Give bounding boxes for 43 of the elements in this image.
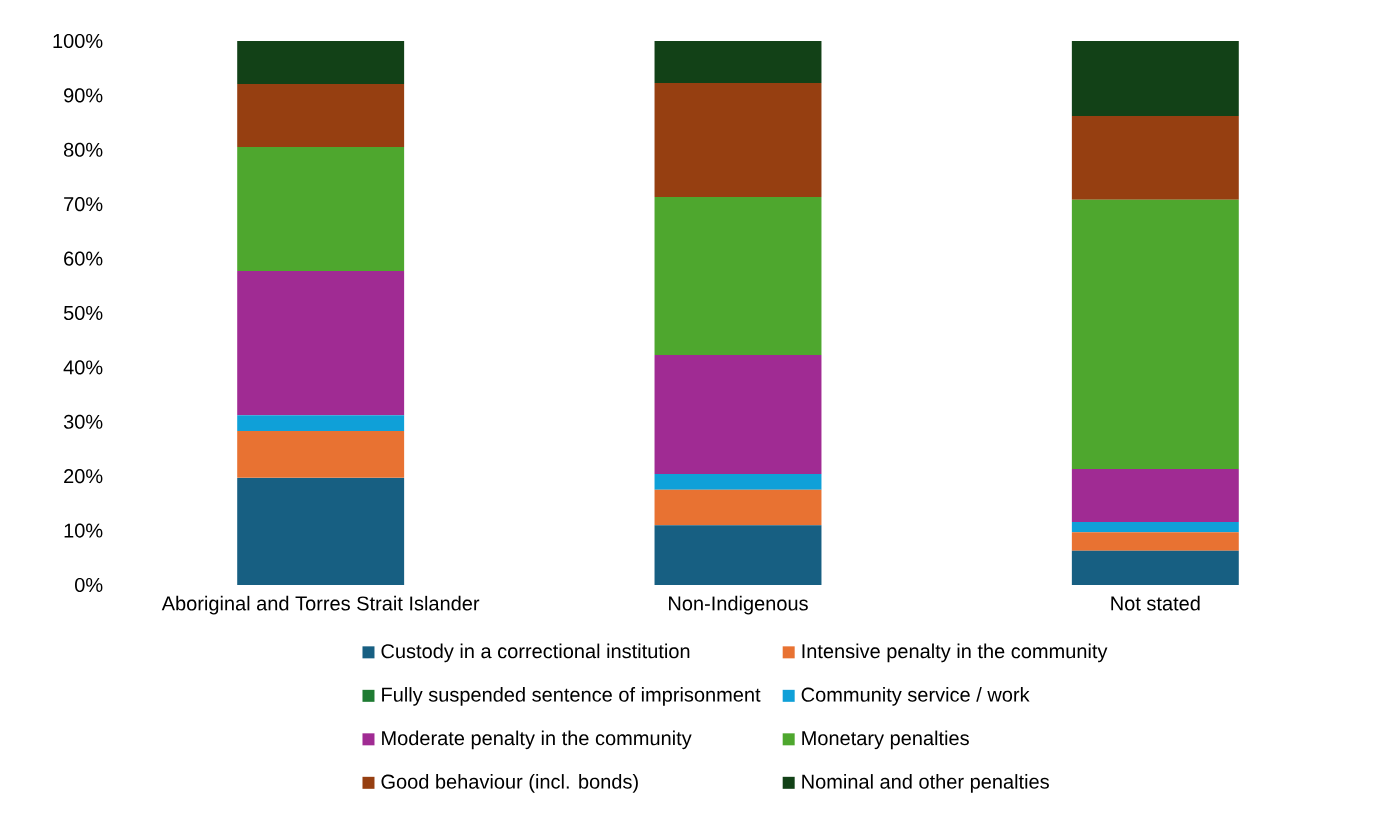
y-tick-label: 90% (64, 88, 103, 103)
y-tick-label: 80% (63, 142, 103, 157)
bar (237, 40, 405, 84)
legend-label: Custody in a correctional institution (381, 643, 690, 663)
bar (654, 354, 822, 475)
legend-label: Good behaviour (incl. bonds) (381, 774, 638, 793)
bar (237, 147, 405, 272)
legend-label: Monetary penalties (802, 730, 969, 750)
bar (654, 474, 822, 490)
x-tick-label: Aboriginal and Torres Strait Islander (161, 595, 480, 615)
y-tick-label: 0% (75, 577, 103, 593)
bar (654, 489, 822, 526)
x-tick-label: Not stated (1111, 595, 1200, 611)
y-tick-label: 70% (64, 197, 103, 212)
bar (654, 197, 822, 355)
bar (1071, 199, 1239, 470)
y-tick-label: 60% (64, 251, 103, 266)
bar (654, 525, 822, 585)
y-tick-label: 100% (53, 33, 103, 49)
y-tick-label: 20% (64, 469, 103, 484)
bar (1071, 116, 1239, 200)
bar (237, 415, 405, 432)
legend-label: Intensive penalty in the community (802, 643, 1108, 663)
y-tick-label: 50% (63, 305, 103, 321)
bar (237, 431, 405, 478)
legend-label: Community service / work (801, 687, 1030, 706)
bar (654, 40, 822, 83)
bar (1071, 40, 1239, 117)
y-tick-label: 30% (63, 414, 103, 429)
x-tick-label: Non-Indigenous (669, 595, 808, 615)
bar (237, 271, 405, 416)
bar (1071, 469, 1239, 522)
bar (1071, 550, 1239, 585)
bar (1071, 532, 1239, 551)
legend-label: Fully suspended sentence of imprisonment (382, 687, 761, 706)
y-tick-label: 40% (63, 360, 103, 375)
legend-label: Moderate penalty in the community (382, 730, 692, 750)
bar (1071, 521, 1239, 533)
legend-label: Nominal and other penalties (802, 774, 1049, 793)
y-tick-label: 10% (64, 523, 103, 538)
bar (237, 83, 405, 148)
bar (237, 477, 405, 585)
bar (654, 82, 822, 198)
